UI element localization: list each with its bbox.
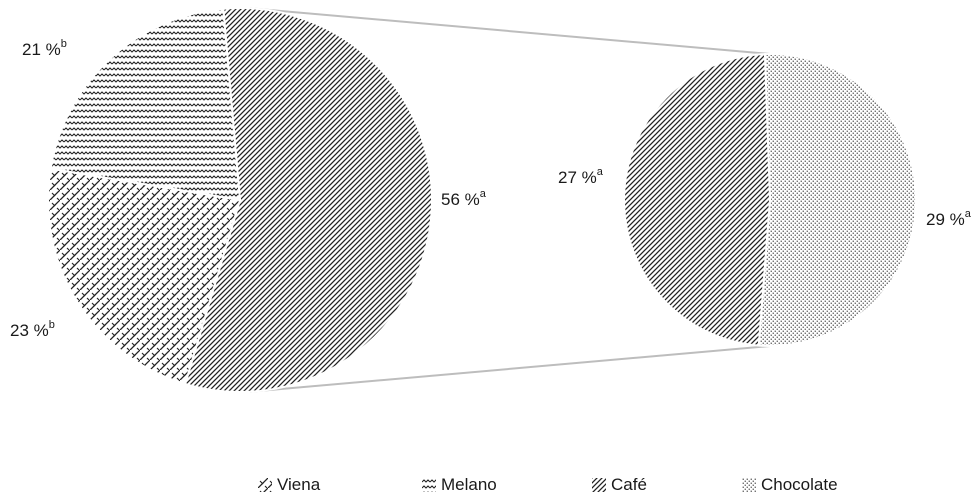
legend-swatch-diagonal [592,478,606,492]
legend-label-cafe: Café [611,475,647,494]
data-label-secondary-chocolate: 29 %a [926,208,972,229]
chart-legend: Viena Melano Café Chocolate [0,475,980,501]
secondary-pie-slice-cafe [623,53,772,347]
legend-swatch-brick [258,478,272,492]
legend-item-cafe: Café [592,475,647,495]
legend-label-viena: Viena [277,475,321,494]
legend-item-melano: Melano [422,475,497,495]
main-pie-slice-viena [47,167,242,386]
main-pie [47,7,433,393]
main-pie-slice-cafe [183,7,433,393]
legend-label-chocolate: Chocolate [761,475,838,494]
data-label-secondary-cafe: 27 %a [558,166,604,187]
connector-line-top [249,7,771,55]
secondary-pie [623,53,918,347]
pie-of-pie-chart: 56 %a 23 %b 21 %b 27 %a 29 %a [10,7,972,393]
legend-swatch-zigzag [422,478,436,492]
secondary-pie-slice-chocolate [757,53,918,347]
connector-line-bottom [249,345,771,393]
legend-item-chocolate: Chocolate [742,475,838,495]
data-label-main-cafe: 56 %a [441,188,487,209]
legend-item-viena: Viena [258,475,320,495]
legend-swatch-dots [742,478,756,492]
data-label-main-viena: 23 %b [10,319,55,340]
main-pie-slice-melano [49,7,242,202]
data-label-main-melano: 21 %b [22,38,67,59]
legend-label-melano: Melano [441,475,497,494]
